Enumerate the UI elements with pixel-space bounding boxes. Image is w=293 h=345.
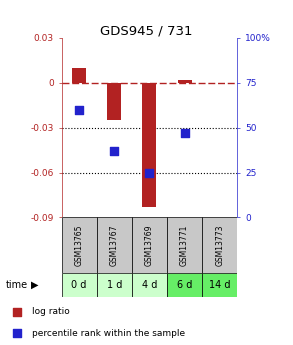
Text: GSM13769: GSM13769 bbox=[145, 224, 154, 266]
Text: 1 d: 1 d bbox=[107, 280, 122, 289]
Text: 6 d: 6 d bbox=[177, 280, 192, 289]
Bar bbox=[97, 217, 132, 273]
Bar bbox=[167, 217, 202, 273]
Text: GDS945 / 731: GDS945 / 731 bbox=[100, 24, 193, 37]
Text: ▶: ▶ bbox=[31, 280, 39, 289]
Bar bbox=[97, 273, 132, 297]
Text: 0 d: 0 d bbox=[71, 280, 87, 289]
Point bbox=[168, 243, 173, 248]
Point bbox=[168, 47, 173, 53]
Bar bbox=[142, 83, 156, 207]
Bar bbox=[62, 217, 97, 273]
Point bbox=[77, 107, 81, 112]
Point bbox=[112, 148, 117, 154]
Text: GSM13767: GSM13767 bbox=[110, 224, 119, 266]
Text: 4 d: 4 d bbox=[142, 280, 157, 289]
Bar bbox=[202, 217, 237, 273]
Point bbox=[182, 130, 187, 136]
Text: percentile rank within the sample: percentile rank within the sample bbox=[32, 329, 185, 338]
Point bbox=[147, 170, 152, 175]
Text: log ratio: log ratio bbox=[32, 307, 69, 316]
Bar bbox=[167, 273, 202, 297]
Bar bbox=[178, 80, 192, 83]
Text: time: time bbox=[6, 280, 28, 289]
Bar bbox=[132, 217, 167, 273]
Text: GSM13765: GSM13765 bbox=[75, 224, 84, 266]
Bar bbox=[132, 273, 167, 297]
Bar bbox=[107, 83, 121, 120]
Text: GSM13773: GSM13773 bbox=[215, 224, 224, 266]
Bar bbox=[72, 68, 86, 83]
Text: 14 d: 14 d bbox=[209, 280, 231, 289]
Bar bbox=[62, 273, 97, 297]
Text: GSM13771: GSM13771 bbox=[180, 224, 189, 266]
Bar bbox=[202, 273, 237, 297]
